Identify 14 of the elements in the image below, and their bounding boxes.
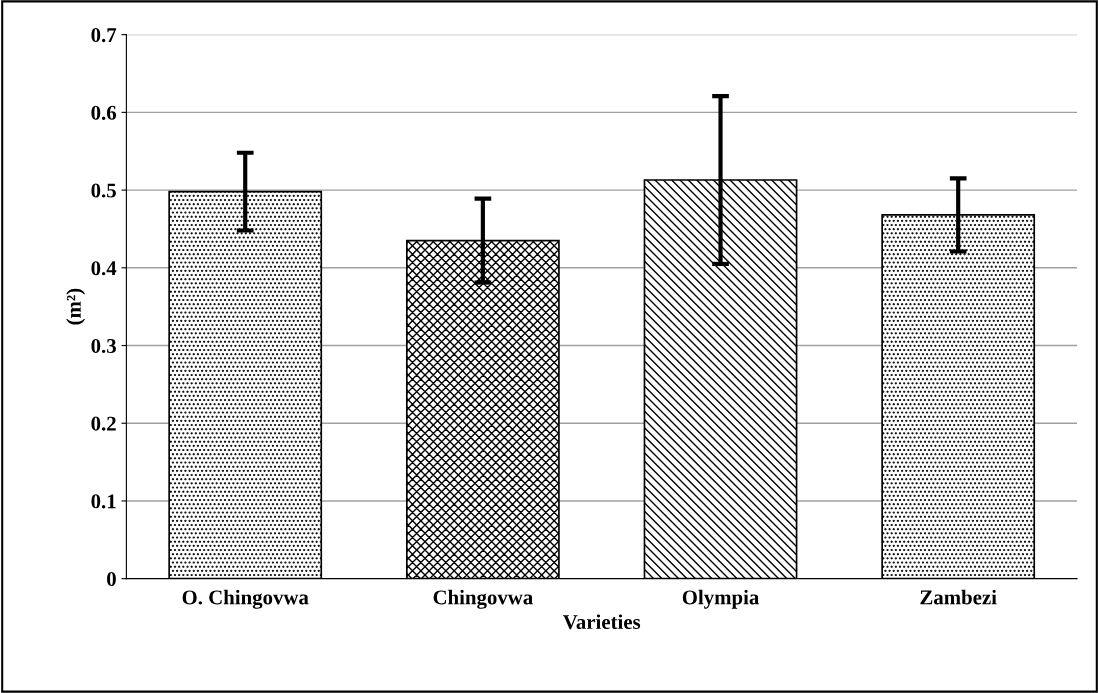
y-tick-label: 0.4 bbox=[91, 261, 117, 276]
x-tick-label: Zambezi bbox=[920, 589, 997, 605]
x-axis-title: Varieties bbox=[562, 614, 641, 630]
x-tick-label: O. Chingovwa bbox=[182, 589, 309, 609]
y-tick-label: 0 bbox=[107, 572, 116, 587]
y-tick-label: 0.2 bbox=[91, 416, 116, 431]
y-tick-label: 0.5 bbox=[91, 183, 116, 198]
y-tick-label: 0.7 bbox=[91, 28, 117, 43]
y-tick-label: 0.3 bbox=[91, 338, 116, 354]
x-tick-label: Olympia bbox=[682, 589, 759, 609]
y-tick-label: 0.1 bbox=[91, 494, 116, 509]
x-tick-label: Chingovwa bbox=[433, 589, 533, 609]
y-axis-title: (m²) bbox=[66, 288, 86, 325]
y-tick-label: 0.6 bbox=[91, 105, 117, 120]
